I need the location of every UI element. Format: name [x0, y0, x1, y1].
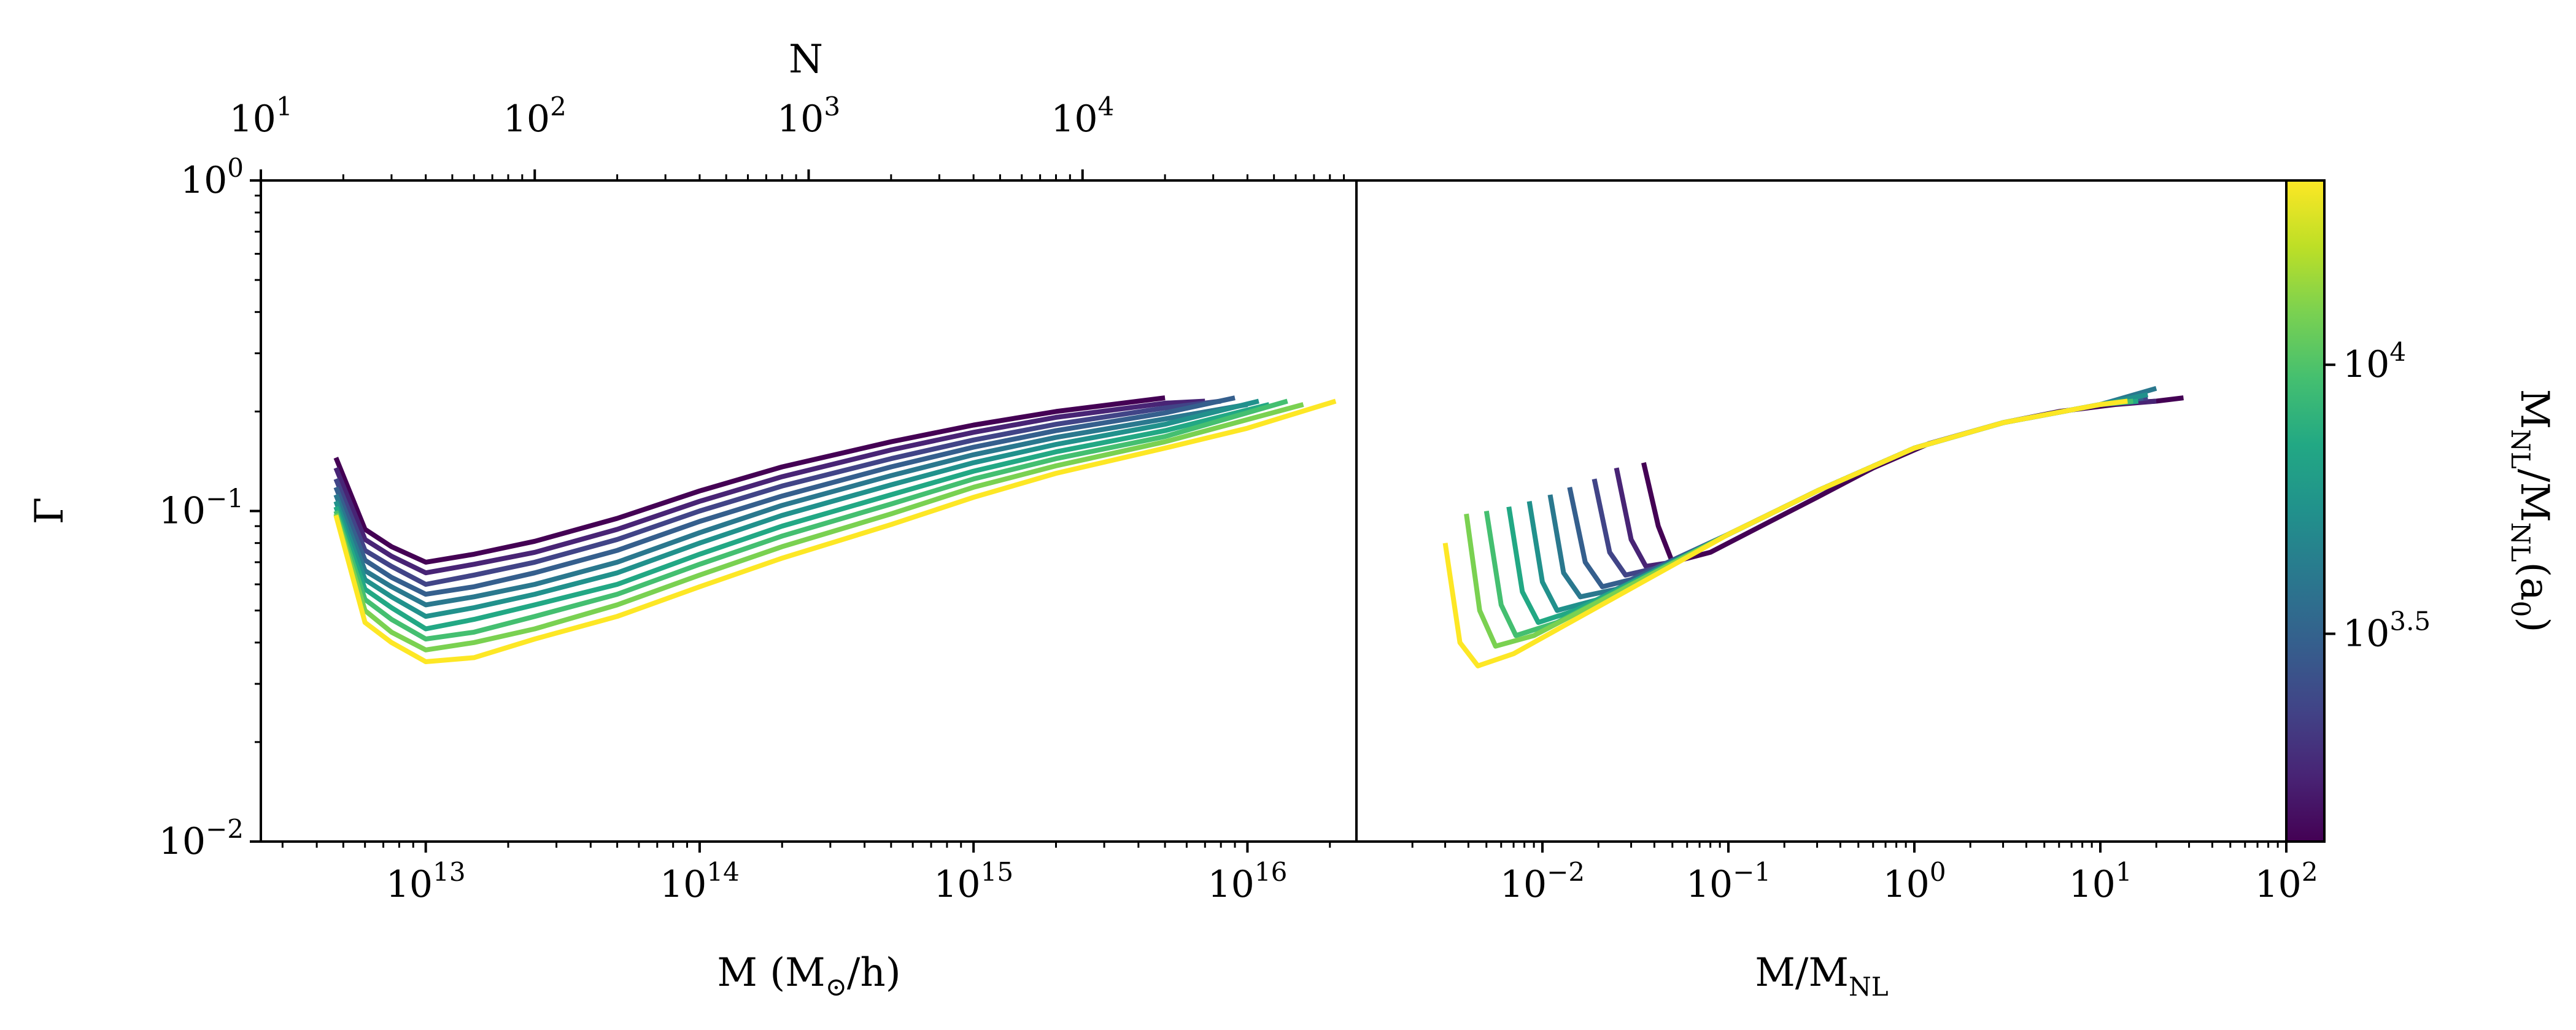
right-series-line-c1: [1614, 398, 2157, 569]
left-x-ticks: 1013 1014 1015 1016: [281, 842, 1331, 906]
right-x-tick-label: 10−1: [1686, 857, 1771, 906]
x-tick-label: 1013: [386, 857, 466, 906]
left-series-line-c7: [333, 398, 1288, 641]
right-x-tick-label: 10−2: [1500, 857, 1585, 906]
y-tick-label: 10−1: [159, 484, 244, 533]
right-series-line-c9: [1442, 398, 2128, 668]
right-series-group: [1442, 385, 2184, 668]
colorbar: 103.5 104 MNL/MNL(a0): [2285, 179, 2557, 843]
colorbar-tick-label: 104: [2343, 337, 2406, 386]
right-series-line-c2: [1592, 395, 2148, 578]
colorbar-gradient: [2286, 180, 2324, 842]
top-axis-label: N: [789, 37, 823, 82]
left-series-line-c5: [333, 398, 1259, 619]
left-series-line-c1: [333, 398, 1205, 576]
colorbar-frame: [2285, 179, 2326, 843]
colorbar-ticks: 103.5 104: [2324, 337, 2431, 656]
left-series-line-c4: [333, 402, 1248, 608]
left-series-line-c9: [333, 398, 1337, 664]
x-tick-label: 1014: [660, 857, 740, 906]
left-x-axis-label: M (M⊙/h): [717, 950, 900, 1002]
top-tick-label: 103: [777, 91, 840, 141]
y-tick-label: 10−2: [159, 814, 244, 863]
colorbar-tick-label: 103.5: [2343, 606, 2431, 656]
right-series-line-c3: [1567, 395, 2144, 589]
y-tick-label: 100: [180, 153, 244, 202]
left-y-ticks: 10−2 10−1 100: [159, 153, 261, 863]
right-x-tick-label: 102: [2254, 857, 2318, 906]
right-x-tick-label: 101: [2068, 857, 2132, 906]
right-series-line-c7: [1483, 398, 2133, 638]
right-x-tick-label: 100: [1882, 857, 1946, 906]
left-series-line-c6: [333, 402, 1270, 632]
right-series-line-c4: [1547, 385, 2157, 600]
top-x-ticks: 101 102 103 104: [229, 91, 1345, 180]
x-tick-label: 1015: [934, 857, 1013, 906]
left-series-line-c0: [333, 395, 1166, 565]
top-tick-label: 101: [229, 91, 292, 141]
left-series-group: [333, 395, 1337, 664]
right-x-ticks: 10−2 10−1 100 101 102: [1411, 842, 2318, 906]
x-tick-label: 1016: [1208, 857, 1288, 906]
left-series-line-c3: [333, 395, 1236, 597]
right-plot-frame: [1355, 179, 2288, 843]
right-x-axis-label: M/MNL: [1755, 950, 1888, 1002]
colorbar-label: MNL/MNL(a0): [2505, 389, 2557, 633]
y-axis-label: Γ: [27, 497, 72, 524]
top-tick-label: 104: [1051, 91, 1114, 141]
top-tick-label: 102: [503, 91, 567, 141]
left-series-line-c8: [333, 402, 1304, 652]
left-plot-frame: [260, 179, 1358, 843]
right-panel: 10−2 10−1 100 101 102 M/MNL: [1355, 179, 2318, 1002]
left-series-line-c2: [333, 398, 1221, 587]
